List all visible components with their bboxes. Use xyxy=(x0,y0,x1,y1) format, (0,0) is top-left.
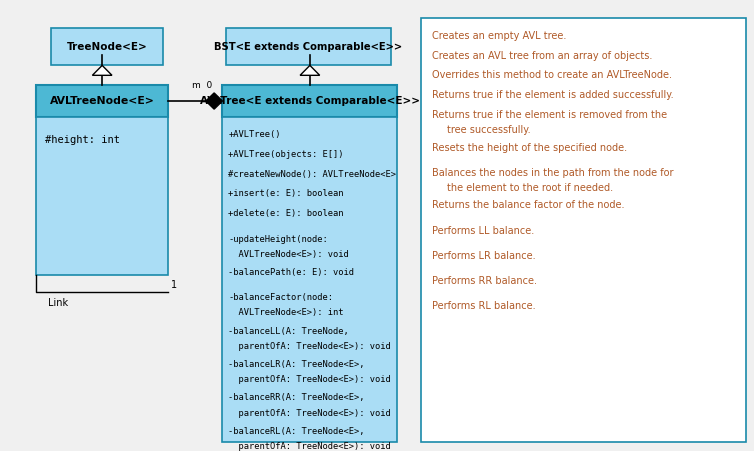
Text: m  0: m 0 xyxy=(192,81,212,90)
Text: #createNewNode(): AVLTreeNode<E>: #createNewNode(): AVLTreeNode<E> xyxy=(228,170,397,179)
Bar xyxy=(51,28,163,65)
Text: Overrides this method to create an AVLTreeNode.: Overrides this method to create an AVLTr… xyxy=(432,70,672,80)
Text: -balanceLR(A: TreeNode<E>,: -balanceLR(A: TreeNode<E>, xyxy=(228,360,365,369)
Text: the element to the root if needed.: the element to the root if needed. xyxy=(447,183,613,193)
Text: +insert(e: E): boolean: +insert(e: E): boolean xyxy=(228,189,344,198)
Bar xyxy=(36,117,168,275)
Text: Link: Link xyxy=(48,298,68,308)
Text: 1: 1 xyxy=(171,280,177,290)
Text: AVLTree<E extends Comparable<E>>: AVLTree<E extends Comparable<E>> xyxy=(200,96,420,106)
Text: Performs RL balance.: Performs RL balance. xyxy=(432,301,535,311)
Text: parentOfA: TreeNode<E>): void: parentOfA: TreeNode<E>): void xyxy=(228,409,391,418)
Text: -balancePath(e: E): void: -balancePath(e: E): void xyxy=(228,268,354,277)
Bar xyxy=(222,85,397,117)
Text: TreeNode<E>: TreeNode<E> xyxy=(66,42,148,52)
Text: parentOfA: TreeNode<E>): void: parentOfA: TreeNode<E>): void xyxy=(228,375,391,384)
Text: parentOfA: TreeNode<E>): void: parentOfA: TreeNode<E>): void xyxy=(228,442,391,451)
Text: -balanceFactor(node:: -balanceFactor(node: xyxy=(228,293,333,302)
Text: AVLTreeNode<E>): void: AVLTreeNode<E>): void xyxy=(228,250,349,259)
Bar xyxy=(421,18,746,442)
Text: Resets the height of the specified node.: Resets the height of the specified node. xyxy=(432,143,627,152)
Text: Creates an empty AVL tree.: Creates an empty AVL tree. xyxy=(432,31,566,41)
Bar xyxy=(36,85,168,117)
Text: +AVLTree(objects: E[]): +AVLTree(objects: E[]) xyxy=(228,150,344,159)
Text: parentOfA: TreeNode<E>): void: parentOfA: TreeNode<E>): void xyxy=(228,342,391,351)
Text: -updateHeight(node:: -updateHeight(node: xyxy=(228,235,328,244)
Text: Returns the balance factor of the node.: Returns the balance factor of the node. xyxy=(432,200,624,210)
Polygon shape xyxy=(300,65,320,75)
Text: AVLTreeNode<E>): int: AVLTreeNode<E>): int xyxy=(228,308,344,318)
Text: Balances the nodes in the path from the node for: Balances the nodes in the path from the … xyxy=(432,168,673,178)
Text: +delete(e: E): boolean: +delete(e: E): boolean xyxy=(228,209,344,218)
Text: +AVLTree(): +AVLTree() xyxy=(228,130,281,139)
Bar xyxy=(226,28,391,65)
Text: -balanceLL(A: TreeNode,: -balanceLL(A: TreeNode, xyxy=(228,327,349,336)
Text: Performs RR balance.: Performs RR balance. xyxy=(432,276,537,286)
Text: -balanceRR(A: TreeNode<E>,: -balanceRR(A: TreeNode<E>, xyxy=(228,393,365,402)
Text: BST<E extends Comparable<E>>: BST<E extends Comparable<E>> xyxy=(214,42,403,52)
Text: AVLTreeNode<E>: AVLTreeNode<E> xyxy=(50,96,155,106)
Text: Performs LL balance.: Performs LL balance. xyxy=(432,226,535,235)
Text: Returns true if the element is removed from the: Returns true if the element is removed f… xyxy=(432,110,667,120)
Text: Returns true if the element is added successfully.: Returns true if the element is added suc… xyxy=(432,90,673,100)
Polygon shape xyxy=(206,93,222,109)
Text: Performs LR balance.: Performs LR balance. xyxy=(432,251,535,261)
Text: #height: int: #height: int xyxy=(45,135,120,145)
Polygon shape xyxy=(93,65,112,75)
Text: tree successfully.: tree successfully. xyxy=(447,125,531,135)
Text: Creates an AVL tree from an array of objects.: Creates an AVL tree from an array of obj… xyxy=(432,51,652,60)
Bar xyxy=(222,117,397,442)
Text: -balanceRL(A: TreeNode<E>,: -balanceRL(A: TreeNode<E>, xyxy=(228,427,365,436)
